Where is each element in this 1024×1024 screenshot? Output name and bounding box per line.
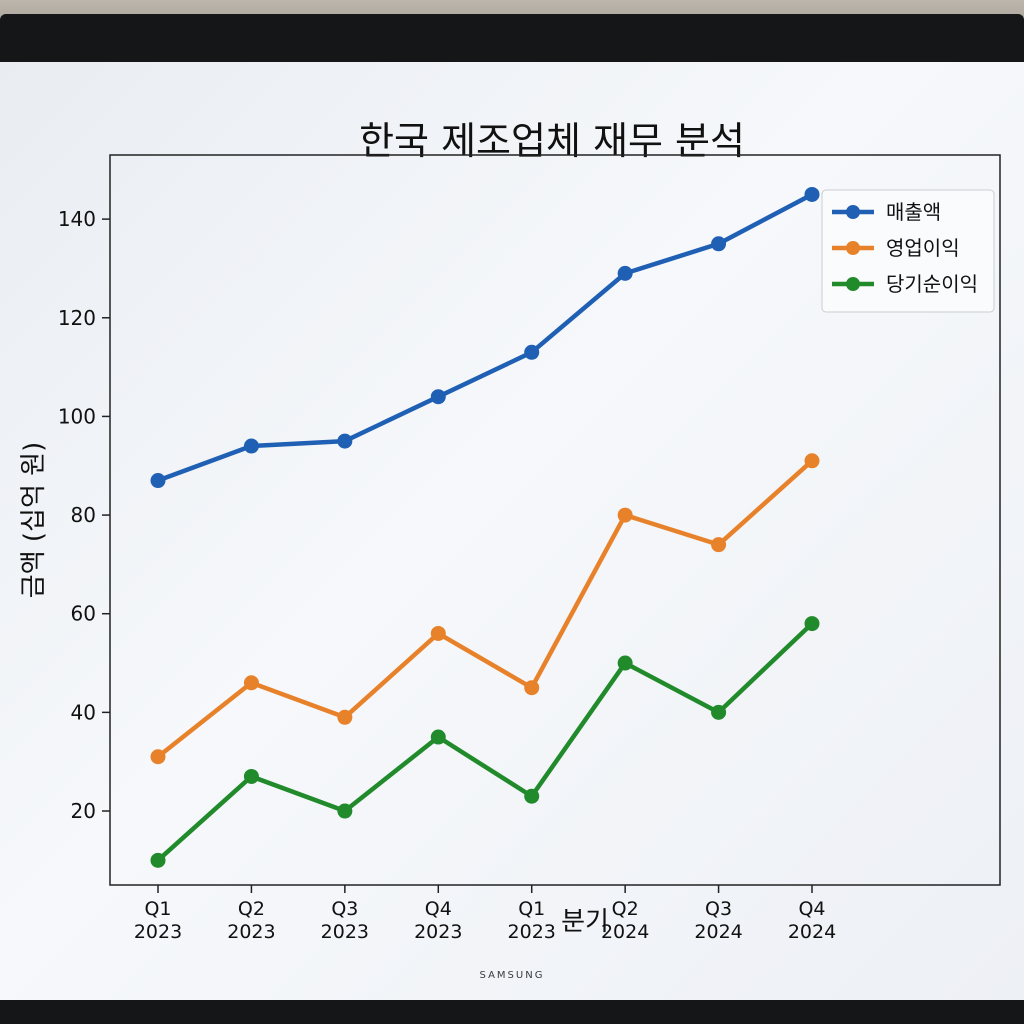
legend-box [821, 189, 995, 313]
data-point [337, 433, 353, 449]
legend-swatch-marker [846, 277, 860, 291]
x-tick-label: Q1 2023 [134, 898, 182, 943]
data-point [711, 537, 727, 553]
data-point [430, 389, 446, 405]
x-axis-label: 분기 [561, 907, 609, 937]
data-point [430, 625, 446, 641]
x-tick-label: Q2 2024 [601, 898, 649, 943]
chart-title: 한국 제조업체 재무 분석 [359, 119, 745, 163]
monitor-screen: 한국 제조업체 재무 분석 20 40 60 80 100 120 140 Q1 2023 Q2… [0, 62, 1024, 1000]
series-layer [150, 186, 820, 868]
data-point [337, 709, 353, 725]
plot-frame [109, 154, 1001, 886]
data-point [337, 803, 353, 819]
series-1 [150, 186, 820, 489]
data-point [617, 655, 633, 671]
monitor-brand-logo: SAMSUNG [479, 970, 545, 981]
legend-label: 매출액 [886, 200, 941, 224]
series-line [155, 192, 815, 483]
y-tick-label: 140 [58, 207, 96, 231]
legend-swatch-marker [846, 205, 860, 219]
x-tick-label: Q3 2024 [694, 898, 742, 943]
data-point [243, 768, 259, 784]
data-point [804, 186, 820, 202]
data-point [150, 852, 166, 868]
data-point [711, 236, 727, 252]
legend-label: 당기순이익 [886, 272, 978, 296]
data-point [617, 507, 633, 523]
series-line [155, 621, 815, 863]
plot-area [109, 154, 1001, 886]
data-point [524, 788, 540, 804]
y-tick-label: 100 [58, 404, 96, 428]
data-point [617, 265, 633, 281]
series-3 [150, 616, 820, 868]
data-point [524, 680, 540, 696]
x-axis: Q1 2023 Q2 2023 Q3 2023 Q4 2023 Q1 2023 Q2 2024 Q3 20… [134, 885, 836, 943]
legend-item: 영업이익 [832, 236, 960, 260]
x-tick-label: Q2 2023 [227, 898, 275, 943]
data-point [150, 473, 166, 489]
data-point [804, 453, 820, 469]
y-axis: 20 40 60 80 100 120 140 [58, 207, 110, 823]
y-tick-label: 40 [71, 700, 96, 724]
data-point [804, 616, 820, 632]
y-tick-label: 120 [58, 306, 96, 330]
x-tick-label: Q1 2023 [508, 898, 556, 943]
data-point [150, 749, 166, 765]
data-point [711, 704, 727, 720]
data-point [243, 438, 259, 454]
x-tick-label: Q3 2023 [321, 898, 369, 943]
data-point [243, 675, 259, 691]
y-tick-label: 20 [71, 799, 96, 823]
x-tick-label: Q4 2024 [788, 898, 836, 943]
data-point [430, 729, 446, 745]
y-axis-label: 금액 (십억 원) [19, 442, 49, 598]
series-2 [150, 453, 820, 765]
legend-label: 영업이익 [886, 236, 960, 260]
legend-swatch-marker [846, 241, 860, 255]
y-tick-label: 80 [71, 503, 96, 527]
x-tick-label: Q4 2023 [414, 898, 462, 943]
series-line [155, 458, 815, 760]
legend-item: 매출액 [832, 200, 941, 224]
legend-item: 당기순이익 [832, 272, 978, 296]
data-point [524, 344, 540, 360]
line-chart: 한국 제조업체 재무 분석 20 40 60 80 100 120 140 Q1 2023 Q2… [19, 119, 1001, 943]
y-tick-label: 60 [71, 602, 96, 626]
